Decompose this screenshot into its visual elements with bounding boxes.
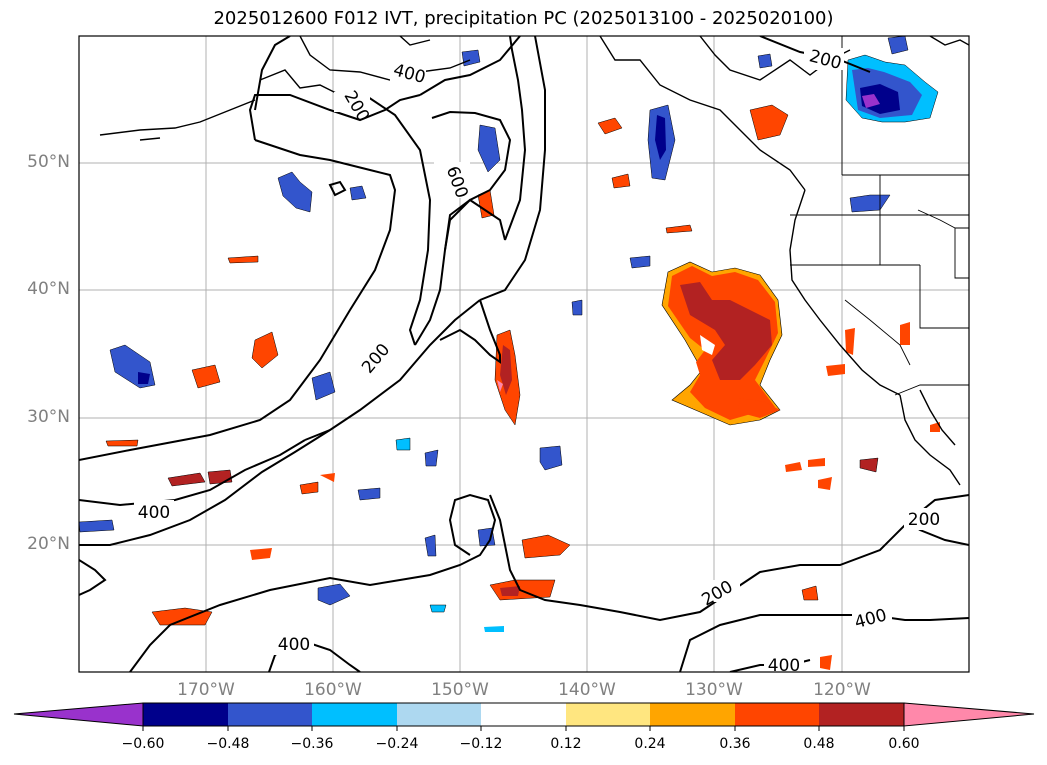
colorbar-swatch — [228, 703, 312, 726]
colorbar-tick-label: 0.24 — [634, 736, 666, 752]
contour-label-backgrounds — [134, 48, 944, 672]
contour-label: 400 — [278, 635, 310, 655]
contour-label: 200 — [908, 510, 940, 530]
colorbar-tick-label: −0.48 — [206, 736, 250, 752]
lon-label: 170°W — [177, 680, 235, 700]
lon-label: 150°W — [431, 680, 489, 700]
lat-label: 40°N — [27, 279, 70, 299]
colorbar-tick-label: 0.12 — [550, 736, 582, 752]
colorbar-swatch — [650, 703, 735, 726]
colorbar-swatch — [735, 703, 819, 726]
plot-frame — [78, 35, 970, 673]
colorbar — [13, 702, 1035, 731]
colorbar-tick-label: −0.12 — [459, 736, 503, 752]
lon-label: 140°W — [558, 680, 616, 700]
contour-label: 400 — [138, 503, 170, 523]
colorbar-tick-label: −0.60 — [121, 736, 165, 752]
coastlines — [99, 36, 969, 486]
lon-label: 160°W — [304, 680, 362, 700]
colorbar-max-arrow — [903, 702, 1035, 727]
contour-label: 400 — [768, 656, 800, 676]
colorbar-tick-label: 0.48 — [803, 736, 835, 752]
colorbar-swatch — [397, 703, 481, 726]
lat-label: 30°N — [27, 407, 70, 427]
map-title: 2025012600 F012 IVT, precipitation PC (2… — [213, 8, 834, 29]
colorbar-min-arrow — [13, 702, 144, 727]
lon-label: 120°W — [813, 680, 871, 700]
lat-label: 50°N — [27, 152, 70, 172]
lat-label: 20°N — [27, 534, 70, 554]
colorbar-tick-label: 0.36 — [719, 736, 751, 752]
positive-precip-anomalies — [105, 104, 940, 670]
colorbar-swatch — [143, 703, 228, 726]
ivt-contours — [79, 36, 969, 672]
colorbar-swatch — [819, 703, 904, 726]
lon-label: 130°W — [685, 680, 743, 700]
colorbar-tick-label: 0.60 — [888, 736, 920, 752]
colorbar-swatch — [481, 703, 566, 726]
colorbar-tick-label: −0.24 — [375, 736, 419, 752]
colorbar-tick-label: −0.36 — [290, 736, 334, 752]
colorbar-swatch — [566, 703, 650, 726]
colorbar-swatch — [312, 703, 397, 726]
